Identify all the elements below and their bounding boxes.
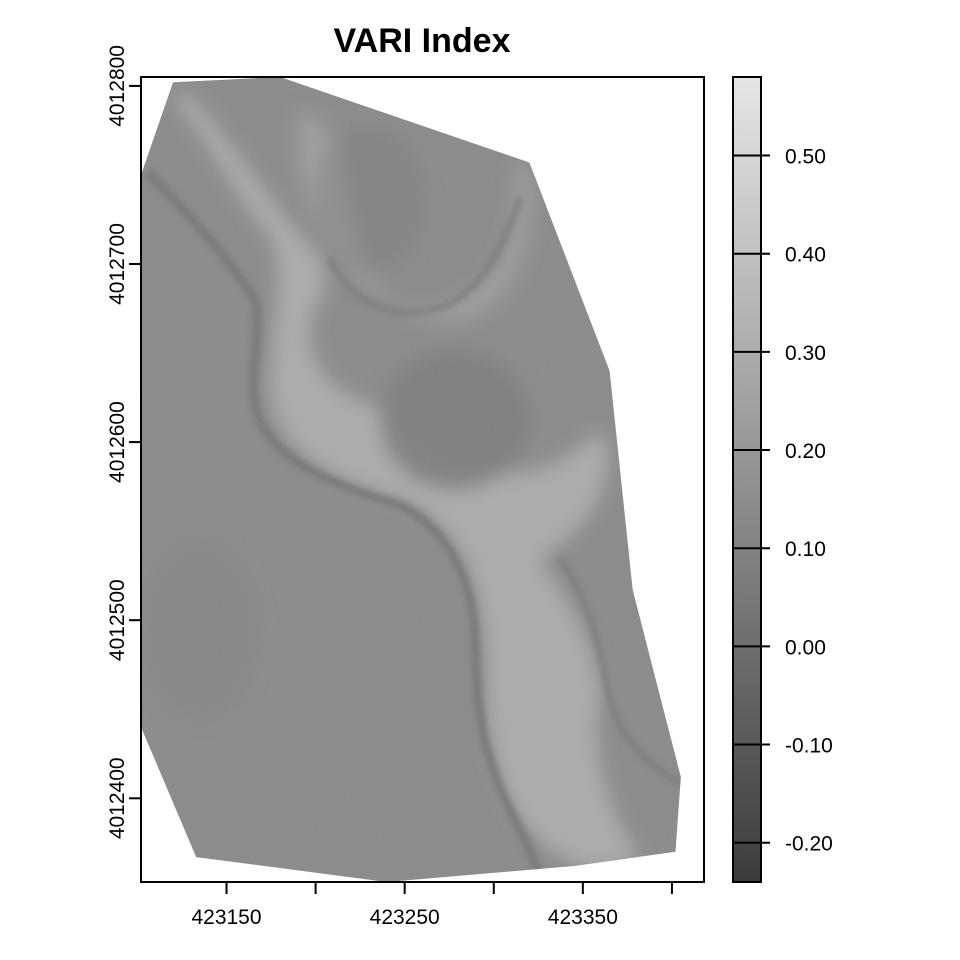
y-axis: 4012400 4012500 4012600 4012700 4012800 [106,45,141,839]
colorbar-tick-label: 0.20 [785,440,826,463]
y-tick-label: 4012400 [106,757,129,839]
colorbar-tick-label: 0.40 [785,244,826,267]
colorbar-gradient [732,76,762,883]
y-tick-label: 4012500 [106,579,129,661]
y-tick-label: 4012600 [106,401,129,483]
colorbar-legend: -0.20 -0.10 0.00 0.10 0.20 0.30 0.40 0.50 [732,76,833,883]
colorbar-tick-label: 0.50 [785,146,826,169]
x-axis: 423150 423250 423350 [191,882,673,929]
colorbar-tick-label: -0.10 [785,735,833,758]
colorbar-tick-label: 0.00 [785,636,826,659]
x-tick-label: 423350 [548,906,618,929]
colorbar-tick-label: -0.20 [785,833,833,856]
map-title: VARI Index [333,22,511,60]
plot-frame [140,76,705,883]
colorbar-tick-label: 0.10 [785,538,826,561]
x-tick-label: 423250 [370,906,440,929]
y-tick-label: 4012800 [106,45,129,127]
colorbar-tick-label: 0.30 [785,342,826,365]
y-tick-label: 4012700 [106,223,129,305]
x-tick-label: 423150 [191,906,261,929]
vari-raster [141,77,681,882]
